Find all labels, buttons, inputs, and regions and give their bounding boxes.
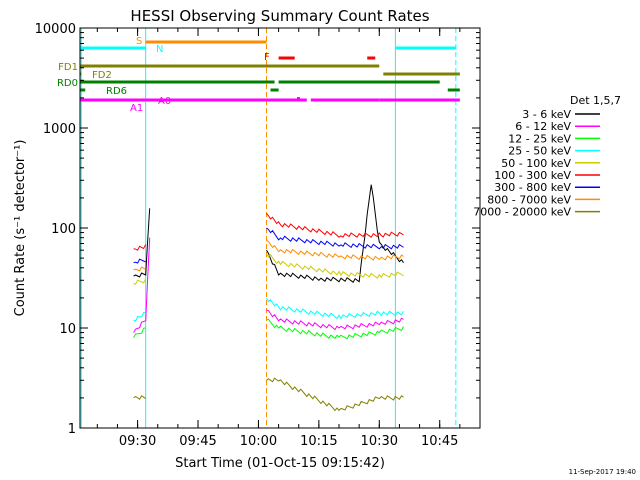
series-line: [133, 327, 146, 338]
x-axis-label: Start Time (01-Oct-15 09:15:42): [175, 456, 385, 471]
flag-bar-label: FD2: [92, 70, 112, 81]
series-line: [133, 208, 151, 278]
series-line: [266, 377, 404, 412]
series-line: [266, 240, 404, 261]
x-tick-label: 10:00: [240, 434, 277, 449]
x-tick-label: 10:15: [300, 434, 337, 449]
series-line: [266, 309, 404, 331]
x-tick-label: 10:30: [361, 434, 398, 449]
axes: [79, 27, 481, 429]
x-tick-label: 10:45: [421, 434, 458, 449]
series-line: [266, 227, 404, 250]
series-line: [133, 258, 146, 264]
flag-bar-label: F: [264, 52, 270, 63]
flag-bar-label: RD6: [106, 86, 127, 97]
series-line: [266, 213, 404, 238]
series-line: [266, 297, 404, 320]
series-line: [133, 237, 151, 333]
flag-bars: S N F FD1 FD2 RD0 RD6 A0 A1: [57, 36, 460, 114]
series-line: [133, 244, 147, 251]
y-tick-label: 1000: [43, 122, 76, 137]
y-tick-label: 10: [59, 322, 76, 337]
legend-entry-label: 800 - 7000 keV: [487, 193, 571, 206]
legend-entry-label: 50 - 100 keV: [501, 157, 571, 170]
chart-title: HESSI Observing Summary Count Rates: [130, 7, 429, 25]
legend-entry-label: 3 - 6 keV: [522, 108, 571, 121]
x-tick-label: 09:45: [179, 434, 216, 449]
y-tick-label: 10000: [35, 22, 76, 37]
flag-dot: [297, 97, 300, 100]
legend-entry-label: 100 - 300 keV: [494, 169, 571, 182]
series-line: [133, 278, 147, 285]
flag-bar-label: RD0: [57, 78, 78, 89]
legend-entry-label: 25 - 50 keV: [508, 145, 571, 158]
series-line: [266, 184, 404, 283]
series-line: [133, 311, 146, 322]
flag-bar-label: FD1: [58, 62, 78, 73]
legend-entry-label: 6 - 12 keV: [515, 120, 571, 133]
y-axis-ticks: 1 10 100 1000 10000: [35, 22, 480, 437]
plot-area: [80, 28, 457, 428]
legend-entry-label: 300 - 800 keV: [494, 181, 571, 194]
series-line: [133, 395, 146, 401]
series-line: [266, 318, 404, 340]
legend-entry-label: 7000 - 20000 keV: [473, 206, 571, 219]
series-line: [133, 266, 146, 272]
series-lines: [133, 184, 404, 412]
plot-frame: [79, 27, 481, 429]
timestamp: 11-Sep-2017 19:40: [569, 468, 636, 476]
y-tick-label: 100: [51, 222, 76, 237]
legend-title: Det 1,5,7: [570, 94, 621, 107]
x-axis-ticks: 09:30 09:45 10:00 10:15 10:30 10:45: [96, 28, 481, 449]
flag-bar-label: N: [156, 44, 163, 55]
series-line: [266, 253, 404, 279]
y-tick-label: 1: [68, 422, 76, 437]
x-tick-label: 09:30: [119, 434, 156, 449]
flag-bar-label: A0: [158, 96, 171, 107]
flag-bar-label: A1: [130, 103, 143, 114]
flag-bar-label: S: [136, 36, 142, 47]
legend-entry-label: 12 - 25 keV: [508, 132, 571, 145]
y-axis-label: Count Rate (s⁻¹ detector⁻¹): [13, 140, 28, 317]
